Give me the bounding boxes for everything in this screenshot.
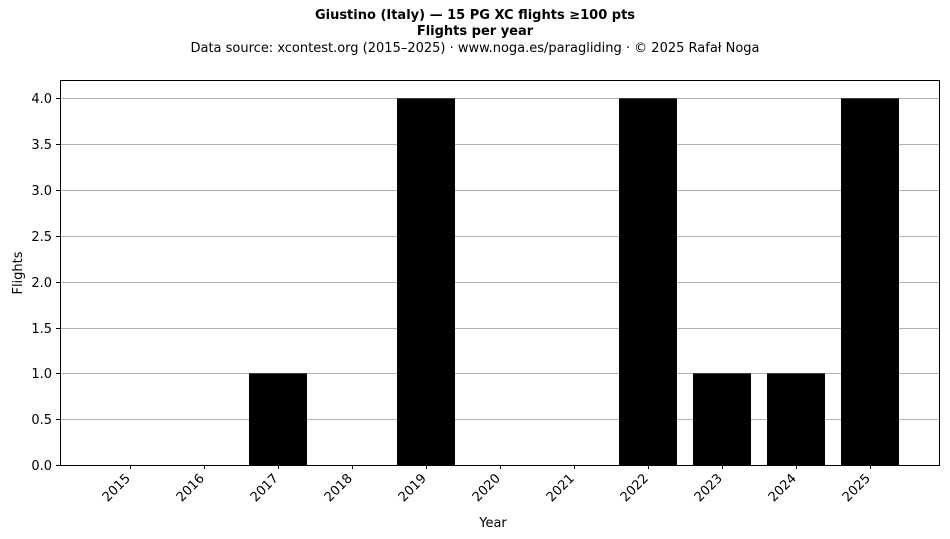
bar-2025 xyxy=(841,98,899,465)
y-tick-label: 4.0 xyxy=(31,92,52,107)
bar-2022 xyxy=(619,98,677,465)
x-tick-label: 2025 xyxy=(840,471,874,505)
bar-2023 xyxy=(693,373,751,465)
x-axis: 2015 2016 2017 2018 2019 2020 2021 2022 2023 2024… xyxy=(100,465,874,505)
y-tick-label: 2.5 xyxy=(31,230,52,245)
bar-2024 xyxy=(767,373,825,465)
y-axis: 0.0 0.5 1.0 1.5 2.0 2.5 3.0 3.5 4.0 xyxy=(31,92,60,474)
y-tick-label: 1.5 xyxy=(31,322,52,337)
y-tick-label: 2.0 xyxy=(31,276,52,291)
x-axis-label: Year xyxy=(478,516,507,531)
x-tick-label: 2016 xyxy=(174,471,208,505)
bar-2017 xyxy=(249,373,307,465)
y-tick-label: 0.0 xyxy=(31,459,52,474)
x-tick-label: 2021 xyxy=(544,471,578,505)
chart-title: Giustino (Italy) — 15 PG XC flights ≥100… xyxy=(314,8,636,23)
bar-2019 xyxy=(397,98,455,465)
y-axis-label: Flights xyxy=(11,251,26,294)
x-tick-label: 2022 xyxy=(618,471,652,505)
x-tick-label: 2018 xyxy=(322,471,356,505)
bars xyxy=(249,98,899,465)
chart-source-line: Data source: xcontest.org (2015–2025) · … xyxy=(190,41,760,56)
x-tick-label: 2015 xyxy=(100,471,134,505)
x-tick-label: 2023 xyxy=(692,471,726,505)
x-tick-label: 2017 xyxy=(248,471,282,505)
x-tick-label: 2020 xyxy=(470,471,504,505)
chart-subtitle: Flights per year xyxy=(416,24,534,39)
y-tick-label: 3.5 xyxy=(31,138,52,153)
y-tick-label: 0.5 xyxy=(31,413,52,428)
y-tick-label: 3.0 xyxy=(31,184,52,199)
x-tick-label: 2019 xyxy=(396,471,430,505)
y-tick-label: 1.0 xyxy=(31,367,52,382)
chart-titles: Giustino (Italy) — 15 PG XC flights ≥100… xyxy=(0,8,950,58)
x-tick-label: 2024 xyxy=(766,471,800,505)
